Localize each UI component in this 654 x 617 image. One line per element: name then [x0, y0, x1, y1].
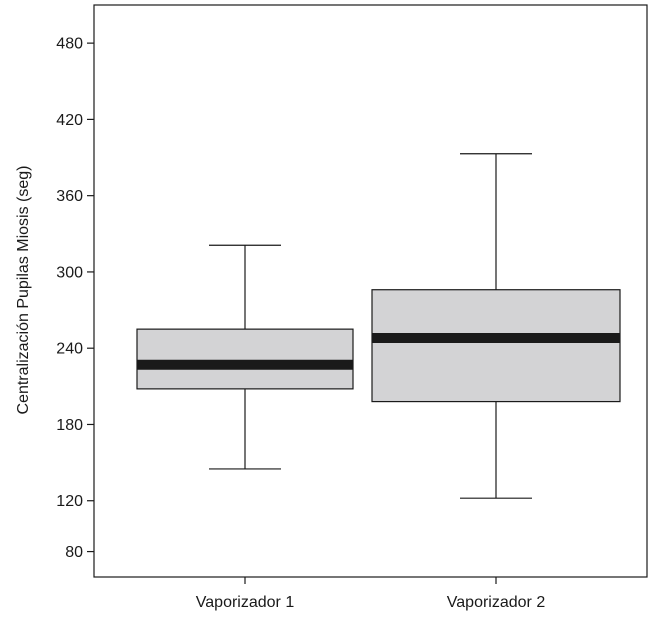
y-tick-label: 80 [65, 544, 83, 561]
iqr-box [136, 328, 354, 390]
y-tick-label: 240 [56, 341, 83, 358]
x-tick-label: Vaporizador 2 [447, 594, 546, 611]
box-2 [371, 153, 621, 499]
y-axis-title: Centralización Pupilas Miosis (seg) [15, 166, 32, 415]
box-1 [136, 244, 354, 470]
boxes [136, 153, 621, 499]
y-tick-label: 420 [56, 112, 83, 129]
x-axis: Vaporizador 1 Vaporizador 2 [196, 577, 546, 611]
y-tick-label: 180 [56, 417, 83, 434]
x-tick-label: Vaporizador 1 [196, 594, 295, 611]
y-tick-label: 120 [56, 493, 83, 510]
iqr-box [371, 289, 621, 403]
y-tick-label: 360 [56, 188, 83, 205]
y-axis: 80 120 180 240 300 360 420 480 [56, 36, 94, 561]
y-tick-label: 480 [56, 36, 83, 53]
y-tick-label: 300 [56, 264, 83, 281]
